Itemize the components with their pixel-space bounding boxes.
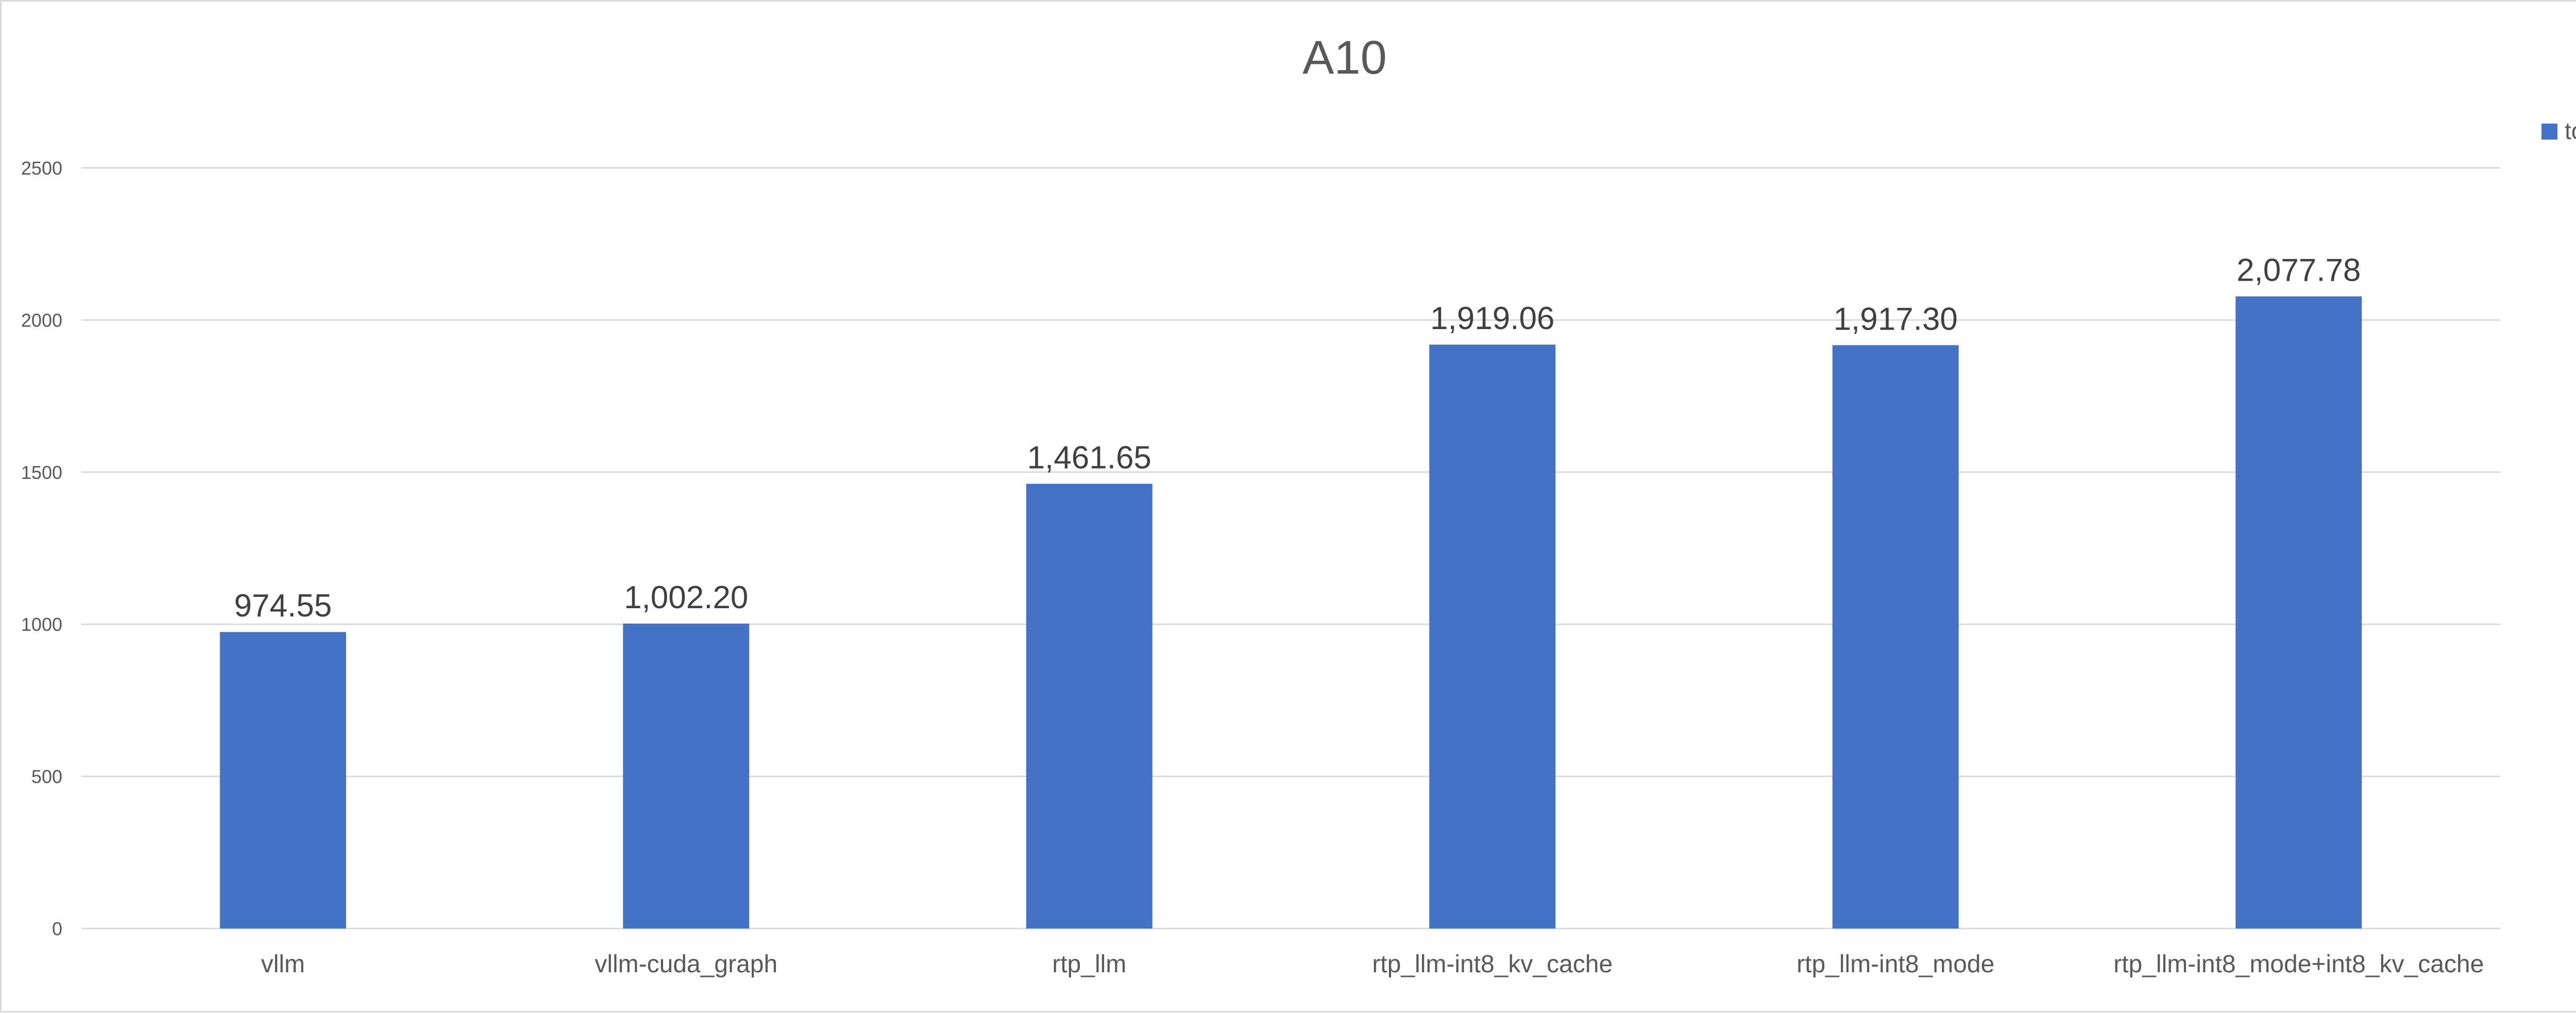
data-label: 1,461.65 (1027, 440, 1151, 475)
bar (1429, 345, 1556, 929)
data-label: 1,002.20 (624, 580, 748, 615)
x-tick-label: rtp_llm (1052, 951, 1126, 978)
data-label: 974.55 (234, 588, 332, 624)
x-tick-label: rtp_llm-int8_mode+int8_kv_cache (2113, 951, 2484, 978)
y-tick-label: 1500 (21, 462, 62, 483)
x-tick-label: rtp_llm-int8_mode (1797, 951, 1994, 978)
x-axis-ticks: vllm vllm-cuda_graph rtp_llm rtp_llm-int8_k… (261, 951, 2484, 978)
bar (623, 623, 750, 929)
data-label: 2,077.78 (2236, 252, 2361, 288)
legend-swatch-tokens-per-s (2541, 124, 2557, 140)
bar (1026, 484, 1153, 929)
x-tick-label: vllm (261, 951, 305, 978)
legend-label-tokens-per-s: tokens/s (2565, 117, 2576, 144)
bars (219, 296, 2362, 929)
y-tick-label: 500 (31, 766, 62, 787)
data-labels: 974.55 1,002.20 1,461.65 1,919.06 1,917.30 2,… (234, 252, 2361, 624)
data-label: 1,919.06 (1430, 301, 1554, 336)
y-tick-label: 0 (52, 918, 62, 939)
y-tick-label: 2500 (21, 158, 62, 179)
bar (2235, 296, 2362, 929)
x-tick-label: rtp_llm-int8_kv_cache (1372, 951, 1613, 978)
gridlines (81, 167, 2500, 930)
y-tick-label: 1000 (21, 614, 62, 635)
bar (1832, 345, 1959, 929)
y-tick-label: 2000 (21, 310, 62, 331)
y-axis-ticks: 0 500 1000 1500 2000 2500 (21, 158, 62, 939)
legend: tokens/s (2541, 117, 2576, 144)
x-tick-label: vllm-cuda_graph (595, 951, 777, 978)
bar (219, 632, 346, 929)
data-label: 1,917.30 (1834, 301, 1958, 337)
chart-title: A10 (1302, 31, 1387, 84)
